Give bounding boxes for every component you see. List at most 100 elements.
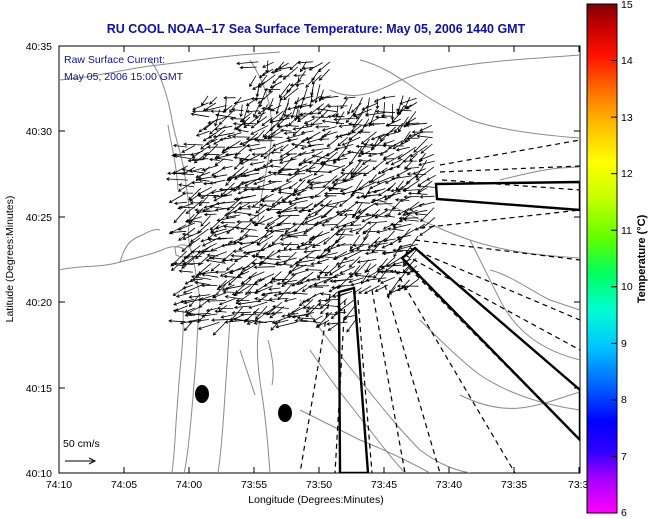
current-vector [218, 187, 241, 192]
current-vector [316, 107, 338, 113]
current-vector [406, 172, 427, 176]
current-vector [345, 112, 356, 124]
current-vector [398, 216, 419, 221]
current-vector [245, 109, 260, 114]
x-tick-label: 74:10 [46, 479, 72, 491]
current-vector [218, 297, 236, 306]
current-vector [212, 174, 228, 179]
current-vector [225, 146, 243, 150]
current-vector [201, 95, 209, 107]
current-vector [285, 114, 306, 118]
current-vector [293, 185, 313, 194]
current-vector [181, 241, 193, 253]
current-vector [215, 223, 228, 230]
current-vector [202, 152, 220, 157]
x-axis-label: Longitude (Degrees:Minutes) [248, 494, 383, 506]
current-vector [254, 297, 275, 302]
current-vector [395, 108, 412, 112]
current-vector [360, 194, 380, 198]
current-vector [181, 257, 196, 269]
colorbar-tick-label: 8 [621, 394, 627, 406]
current-vector [208, 157, 220, 162]
current-vector [169, 230, 187, 235]
current-vector [200, 250, 218, 254]
current-vector [280, 167, 292, 171]
current-vector [187, 312, 211, 317]
current-vector [398, 243, 412, 249]
current-vector [399, 97, 417, 105]
buoy-marker-2 [278, 404, 292, 422]
current-vector [355, 195, 371, 200]
current-vector [200, 283, 218, 288]
current-vector [210, 228, 227, 235]
current-vector [222, 290, 235, 294]
current-vector [397, 116, 409, 133]
current-vector [367, 220, 388, 225]
current-vector [248, 301, 268, 309]
current-vector [191, 277, 203, 282]
current-vector [350, 102, 362, 113]
current-vector [317, 103, 330, 115]
current-vector [268, 287, 281, 291]
current-vector [341, 136, 361, 146]
current-vector [339, 227, 353, 232]
current-vector [173, 208, 187, 224]
current-vector [332, 278, 354, 283]
current-vector [283, 131, 298, 135]
current-vector [323, 191, 346, 196]
current-vector [222, 104, 233, 113]
current-vector [354, 273, 377, 278]
current-vector [320, 208, 332, 219]
current-vector [210, 263, 221, 272]
current-vector [266, 130, 282, 140]
current-vector [178, 227, 196, 241]
current-vector [362, 116, 380, 127]
current-vector [242, 121, 257, 126]
current-vector [337, 256, 346, 269]
current-vector [370, 173, 385, 183]
current-vector [309, 180, 331, 187]
current-vector [275, 97, 282, 115]
current-vector [245, 137, 265, 141]
current-vector [334, 235, 345, 244]
current-vector [304, 267, 322, 272]
current-vector [385, 131, 401, 137]
current-vector [300, 242, 321, 247]
current-vector [215, 201, 235, 206]
current-vector [253, 216, 273, 226]
current-vector [321, 126, 337, 132]
current-vector [296, 164, 308, 172]
current-vector [254, 129, 265, 142]
current-vector [179, 318, 201, 325]
chart-title: RU COOL NOAA–17 Sea Surface Temperature:… [107, 22, 526, 36]
current-vector [360, 131, 377, 145]
current-vector [189, 219, 203, 223]
current-vector [374, 202, 393, 206]
current-vector [259, 203, 276, 208]
current-vector [281, 193, 292, 202]
current-vector [292, 125, 305, 137]
current-vector [243, 116, 259, 129]
current-vector [236, 271, 250, 278]
current-vector [314, 84, 321, 104]
current-vector [182, 284, 193, 290]
current-vector [238, 201, 259, 205]
current-vector [310, 115, 329, 119]
current-vector [356, 259, 377, 264]
current-vector [291, 291, 308, 295]
current-vector [313, 164, 325, 176]
current-vector [219, 269, 234, 277]
current-vector [213, 228, 234, 237]
current-vector [177, 222, 196, 231]
current-vector [249, 161, 265, 166]
current-vector [240, 222, 252, 233]
current-vector [250, 125, 269, 135]
current-vector [244, 234, 259, 238]
current-vector [281, 313, 299, 318]
current-vector [413, 138, 428, 153]
current-vector [355, 221, 370, 235]
current-vector [316, 258, 329, 264]
current-vector [216, 277, 235, 291]
current-vector [280, 242, 299, 247]
current-vector [318, 68, 330, 81]
